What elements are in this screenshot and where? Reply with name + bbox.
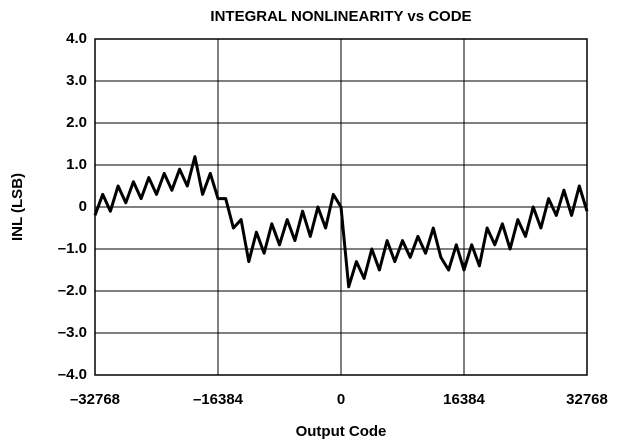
- y-tick-label: 1.0: [66, 156, 87, 173]
- x-tick-label: 16384: [443, 391, 485, 408]
- x-tick-label: –16384: [193, 391, 244, 408]
- y-tick-label: 2.0: [66, 114, 87, 131]
- y-tick-label: 0: [79, 198, 87, 215]
- y-tick-label: –2.0: [58, 282, 87, 299]
- x-axis-label: Output Code: [296, 423, 387, 440]
- data-line: [93, 155, 589, 289]
- x-tick-label: 0: [337, 391, 345, 408]
- x-tick-label: 32768: [566, 391, 608, 408]
- y-axis-label: INL (LSB): [9, 173, 26, 241]
- y-tick-label: –3.0: [58, 324, 87, 341]
- y-tick-label: –1.0: [58, 240, 87, 257]
- chart-title: INTEGRAL NONLINEARITY vs CODE: [210, 8, 471, 25]
- y-tick-label: –4.0: [58, 366, 87, 383]
- y-tick-label: 4.0: [66, 30, 87, 47]
- x-tick-label: –32768: [70, 391, 120, 408]
- y-tick-label: 3.0: [66, 72, 87, 89]
